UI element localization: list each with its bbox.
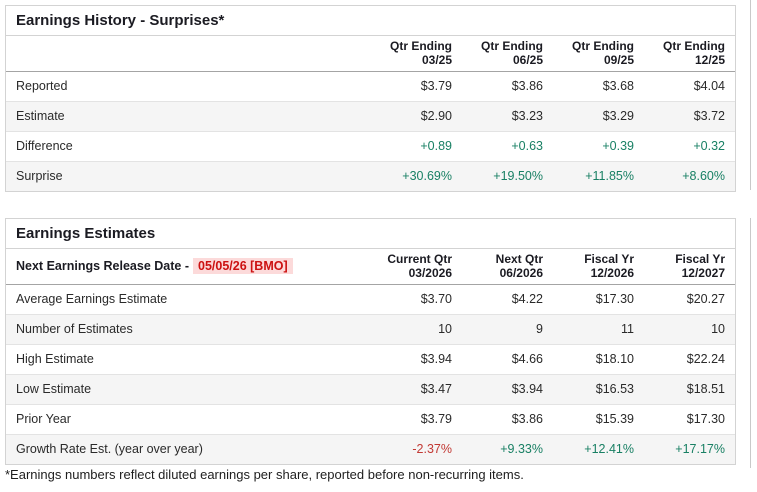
cell-value: +0.32 bbox=[644, 131, 735, 162]
column-header: Qtr Ending 03/25 bbox=[371, 36, 462, 72]
column-header: Qtr Ending 09/25 bbox=[553, 36, 644, 72]
earnings-estimates-table: Next Earnings Release Date - 05/05/26 [BM… bbox=[6, 249, 735, 464]
cell-value: $16.53 bbox=[553, 374, 644, 405]
adjacent-panel-border-bottom bbox=[750, 218, 751, 468]
earnings-estimates-title: Earnings Estimates bbox=[6, 219, 735, 249]
earnings-history-table: Qtr Ending 03/25 Qtr Ending 06/25 Qtr Ending… bbox=[6, 36, 735, 191]
cell-value: +8.60% bbox=[644, 161, 735, 191]
cell-value: $3.86 bbox=[511, 79, 543, 93]
cell-value: $4.22 bbox=[511, 292, 543, 306]
cell-value: $22.24 bbox=[644, 344, 735, 375]
column-header: Qtr Ending 06/25 bbox=[462, 36, 553, 72]
cell-value: 10 bbox=[371, 314, 462, 345]
cell-value: $3.29 bbox=[553, 101, 644, 132]
table-row: Reported $3.79 $3.86 $3.68 $4.04 bbox=[6, 72, 735, 102]
cell-value: $4.04 bbox=[693, 79, 725, 93]
label-column-header bbox=[6, 36, 371, 72]
row-label: High Estimate bbox=[6, 344, 371, 375]
column-header: Fiscal Yr 12/2027 bbox=[644, 249, 735, 285]
cell-value: $17.30 bbox=[595, 292, 634, 306]
cell-value: +11.85% bbox=[553, 161, 644, 191]
table-row: Estimate $2.90 $3.23 $3.29 $3.72 bbox=[6, 101, 735, 132]
table-row: Growth Rate Est. (year over year) -2.37% +… bbox=[6, 434, 735, 464]
earnings-estimates-body: Average Earnings Estimate $3.70 $4.22 $17.3… bbox=[6, 285, 735, 464]
table-row: Prior Year $3.79 $3.86 $15.39 $17.30 bbox=[6, 404, 735, 435]
earnings-history-body: Reported $3.79 $3.86 $3.68 $4.04 Estimate $2.9… bbox=[6, 72, 735, 191]
cell-value: +9.33% bbox=[462, 434, 553, 464]
cell-value: 11 bbox=[553, 314, 644, 345]
row-label: Number of Estimates bbox=[6, 314, 371, 345]
cell-value: +12.41% bbox=[553, 434, 644, 464]
earnings-footnote: *Earnings numbers reflect diluted earnin… bbox=[5, 467, 524, 482]
cell-value: $18.51 bbox=[644, 374, 735, 405]
column-header: Qtr Ending 12/25 bbox=[644, 36, 735, 72]
table-row: Number of Estimates 10 9 11 10 bbox=[6, 314, 735, 345]
earnings-estimates-panel: Earnings Estimates Next Earnings Release… bbox=[5, 218, 736, 465]
earnings-estimates-header-row: Next Earnings Release Date - 05/05/26 [BM… bbox=[6, 249, 735, 285]
cell-value: $3.23 bbox=[462, 101, 553, 132]
cell-value: $3.47 bbox=[371, 374, 462, 405]
next-earnings-release-label: Next Earnings Release Date - bbox=[16, 259, 189, 273]
cell-value: $18.10 bbox=[553, 344, 644, 375]
cell-value: $4.66 bbox=[462, 344, 553, 375]
cell-value: $3.94 bbox=[371, 344, 462, 375]
cell-value: $15.39 bbox=[553, 404, 644, 435]
earnings-history-title: Earnings History - Surprises* bbox=[6, 6, 735, 36]
cell-value: $3.70 bbox=[420, 292, 452, 306]
cell-value: $17.30 bbox=[644, 404, 735, 435]
column-header: Current Qtr 03/2026 bbox=[371, 249, 462, 285]
adjacent-panel-border-top bbox=[750, 0, 751, 190]
cell-value: -2.37% bbox=[371, 434, 462, 464]
earnings-history-header-row: Qtr Ending 03/25 Qtr Ending 06/25 Qtr Ending… bbox=[6, 36, 735, 72]
cell-value: +17.17% bbox=[644, 434, 735, 464]
next-earnings-release-cell: Next Earnings Release Date - 05/05/26 [BM… bbox=[6, 249, 371, 285]
row-label: Prior Year bbox=[6, 404, 371, 435]
cell-value: +19.50% bbox=[462, 161, 553, 191]
table-row: Surprise +30.69% +19.50% +11.85% +8.60% bbox=[6, 161, 735, 191]
table-row: Difference +0.89 +0.63 +0.39 +0.32 bbox=[6, 131, 735, 162]
row-label: Low Estimate bbox=[6, 374, 371, 405]
row-label: Estimate bbox=[6, 101, 371, 132]
cell-value: $3.94 bbox=[462, 374, 553, 405]
next-earnings-release-date-badge: 05/05/26 [BMO] bbox=[193, 258, 293, 274]
cell-value: 9 bbox=[462, 314, 553, 345]
cell-value: $20.27 bbox=[686, 292, 725, 306]
column-header: Next Qtr 06/2026 bbox=[462, 249, 553, 285]
row-label: Reported bbox=[16, 79, 68, 93]
cell-value: +0.63 bbox=[462, 131, 553, 162]
cell-value: 10 bbox=[644, 314, 735, 345]
row-label: Average Earnings Estimate bbox=[16, 292, 168, 306]
cell-value: $2.90 bbox=[371, 101, 462, 132]
table-row: Low Estimate $3.47 $3.94 $16.53 $18.51 bbox=[6, 374, 735, 405]
cell-value: $3.79 bbox=[420, 79, 452, 93]
cell-value: +0.39 bbox=[553, 131, 644, 162]
table-row: High Estimate $3.94 $4.66 $18.10 $22.24 bbox=[6, 344, 735, 375]
column-header: Fiscal Yr 12/2026 bbox=[553, 249, 644, 285]
cell-value: $3.79 bbox=[371, 404, 462, 435]
row-label: Growth Rate Est. (year over year) bbox=[6, 434, 371, 464]
table-row: Average Earnings Estimate $3.70 $4.22 $17.3… bbox=[6, 285, 735, 315]
cell-value: $3.72 bbox=[644, 101, 735, 132]
row-label: Surprise bbox=[6, 161, 371, 191]
row-label: Difference bbox=[6, 131, 371, 162]
cell-value: $3.68 bbox=[602, 79, 634, 93]
cell-value: +30.69% bbox=[371, 161, 462, 191]
cell-value: +0.89 bbox=[371, 131, 462, 162]
earnings-history-panel: Earnings History - Surprises* Qtr Ending… bbox=[5, 5, 736, 192]
cell-value: $3.86 bbox=[462, 404, 553, 435]
